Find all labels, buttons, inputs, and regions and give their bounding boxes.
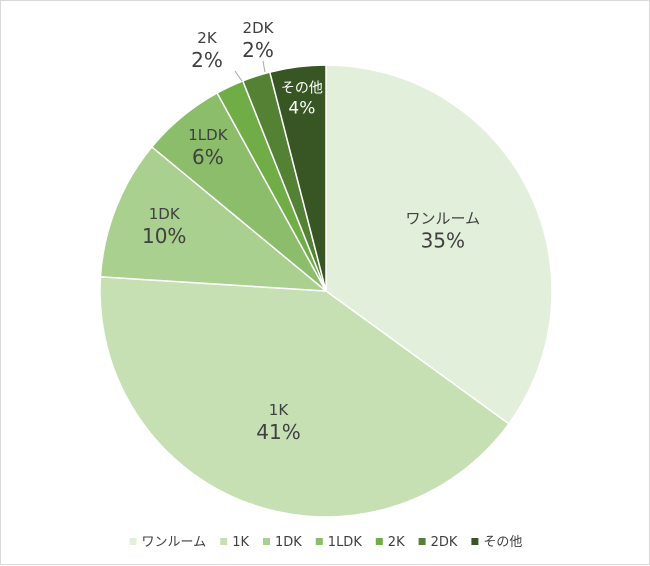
- legend-label: その他: [483, 535, 522, 550]
- data-label-category-item-0: ワンルーム: [406, 210, 481, 228]
- legend-label: 2K: [388, 535, 405, 550]
- data-label-category-2k: 2K: [197, 29, 218, 47]
- data-label-category-item-6: その他: [281, 80, 323, 96]
- data-label-category-2dk: 2DK: [243, 19, 275, 37]
- data-label-percent-item-0: 35%: [421, 229, 465, 253]
- legend-label: 2DK: [431, 535, 458, 550]
- leader-lines: [234, 60, 266, 82]
- legend-item-1k: 1K: [220, 535, 249, 550]
- leader-line-2dk: [262, 60, 266, 73]
- legend-item-1dk: 1DK: [263, 535, 302, 550]
- legend-item-item-0: ワンルーム: [129, 535, 207, 550]
- data-label-percent-1k: 41%: [256, 420, 300, 444]
- legend-label: ワンルーム: [142, 535, 207, 550]
- legend-swatch: [263, 538, 270, 545]
- legend-label: 1LDK: [328, 535, 363, 550]
- legend-swatch: [471, 538, 479, 545]
- legend: ワンルーム 1K 1DK 1LDK 2K 2DK その他: [129, 535, 522, 550]
- data-label-percent-2dk: 2%: [242, 38, 274, 62]
- data-label-category-1ldk: 1LDK: [188, 126, 228, 144]
- legend-label: 1DK: [275, 535, 302, 550]
- legend-item-1ldk: 1LDK: [315, 535, 363, 550]
- pie-slice-item-6: [268, 64, 327, 292]
- legend-swatch: [129, 538, 137, 545]
- pie-slice-item-0: [325, 64, 553, 425]
- legend-item-2k: 2K: [375, 535, 405, 550]
- data-label-percent-1dk: 10%: [142, 224, 186, 248]
- data-label-category-1dk: 1DK: [149, 205, 181, 223]
- legend-label: 1K: [232, 535, 249, 550]
- legend-swatch: [418, 538, 426, 545]
- legend-item-2dk: 2DK: [418, 535, 458, 550]
- data-label-percent-1ldk: 6%: [192, 145, 224, 169]
- data-label-percent-2k: 2%: [191, 48, 223, 72]
- legend-item-item-6: その他: [471, 535, 522, 550]
- pie-slices: [99, 64, 553, 518]
- leader-line-2k: [234, 70, 243, 82]
- legend-swatch: [315, 538, 323, 545]
- pie-slice-1k: [99, 276, 510, 518]
- legend-swatch: [220, 538, 228, 545]
- data-label-category-1k: 1K: [269, 401, 290, 419]
- legend-swatch: [375, 538, 383, 545]
- data-label-percent-item-6: 4%: [288, 98, 315, 118]
- pie-slice-1dk: [99, 145, 329, 292]
